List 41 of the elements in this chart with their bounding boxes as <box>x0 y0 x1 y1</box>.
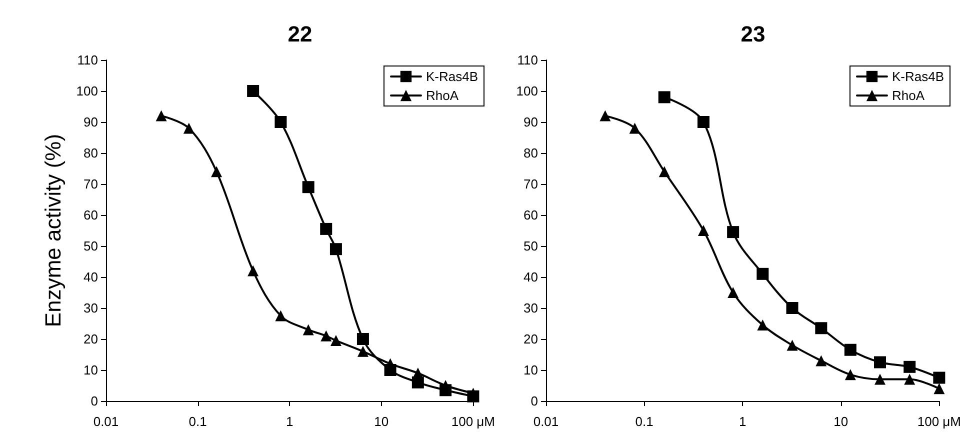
y-tick-label: 60 <box>524 208 538 222</box>
legend-label: RhoA <box>892 88 925 103</box>
x-tick-label: 1 <box>738 414 746 429</box>
y-tick-label: 20 <box>524 332 538 346</box>
y-tick-label: 40 <box>524 270 538 284</box>
y-tick-label: 0 <box>530 394 538 408</box>
y-tick-label: 0 <box>90 394 98 408</box>
y-tick-label: 110 <box>517 52 538 68</box>
x-tick-label: 100 μM <box>451 414 495 429</box>
y-tick-label: 30 <box>524 300 538 316</box>
y-tick-label: 10 <box>524 362 538 378</box>
chart-title: 23 <box>740 22 766 46</box>
x-tick-label: 0.1 <box>188 414 207 429</box>
legend-label: RhoA <box>426 88 459 103</box>
y-tick-label: 90 <box>524 114 538 130</box>
y-tick-label: 80 <box>524 146 538 160</box>
x-tick-label: 10 <box>374 414 389 429</box>
y-tick-label: 20 <box>84 332 98 346</box>
y-axis-title: Enzyme activity (%) <box>40 134 66 328</box>
y-tick-label: 90 <box>84 114 98 130</box>
x-tick-label: 1 <box>286 414 294 429</box>
x-tick-label: 0.1 <box>635 414 654 429</box>
y-tick-label: 70 <box>84 176 98 192</box>
y-tick-label: 80 <box>84 146 98 160</box>
x-tick-label: 100 μM <box>917 414 961 429</box>
y-tick-label: 10 <box>84 362 98 378</box>
legend-label: K-Ras4B <box>892 69 944 84</box>
y-tick-label: 110 <box>77 52 98 68</box>
y-tick-label: 70 <box>524 176 538 192</box>
y-tick-label: 50 <box>524 238 538 254</box>
legend-label: K-Ras4B <box>426 69 478 84</box>
x-tick-label: 10 <box>834 414 848 429</box>
chart-title: 22 <box>288 22 312 46</box>
x-tick-label: 0.01 <box>93 414 119 429</box>
y-tick-label: 50 <box>84 238 98 254</box>
y-tick-label: 60 <box>84 208 98 222</box>
x-tick-label: 0.01 <box>533 414 559 429</box>
y-tick-label: 100 <box>76 84 98 98</box>
y-tick-label: 40 <box>84 270 98 284</box>
y-tick-label: 30 <box>84 300 98 316</box>
y-tick-label: 100 <box>516 84 538 98</box>
